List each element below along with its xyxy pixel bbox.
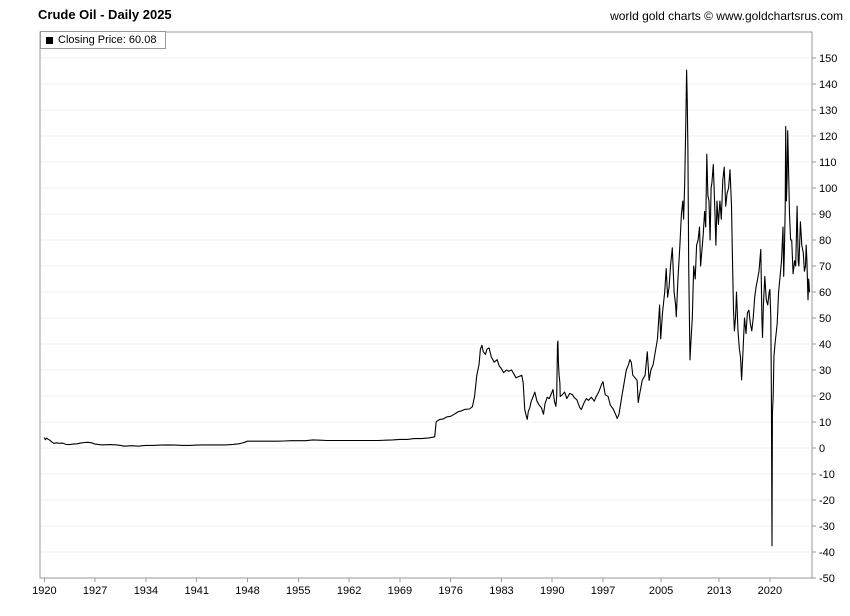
y-tick-label: -20 — [819, 495, 835, 507]
x-tick-label: 2005 — [649, 585, 673, 597]
y-tick-label: 150 — [819, 53, 837, 65]
price-line — [43, 69, 811, 547]
x-tick-label: 1927 — [83, 585, 107, 597]
y-tick-label: 30 — [819, 365, 831, 377]
x-tick-label: 2013 — [707, 585, 731, 597]
y-tick-label: 0 — [819, 443, 825, 455]
y-tick-label: 140 — [819, 79, 837, 91]
legend-marker-icon — [46, 36, 53, 44]
copyright-text: world gold charts © www.goldchartsrus.co… — [610, 9, 843, 23]
x-tick-label: 1955 — [286, 585, 310, 597]
x-tick-label: 1997 — [591, 585, 615, 597]
y-tick-label: 130 — [819, 105, 837, 117]
x-tick-label: 2020 — [758, 585, 782, 597]
y-tick-label: -40 — [819, 547, 835, 559]
legend-label: Closing Price: 60.08 — [58, 34, 157, 46]
y-tick-label: 10 — [819, 417, 831, 429]
y-tick-label: 110 — [819, 157, 837, 169]
y-tick-label: 70 — [819, 261, 831, 273]
y-axis: 1501401301201101009080706050403020100-10… — [812, 53, 837, 585]
y-tick-label: -30 — [819, 521, 835, 533]
x-tick-label: 1976 — [438, 585, 462, 597]
x-tick-label: 1948 — [235, 585, 259, 597]
y-tick-label: -10 — [819, 469, 835, 481]
y-tick-label: 100 — [819, 183, 837, 195]
x-tick-label: 1941 — [184, 585, 208, 597]
y-tick-label: 120 — [819, 131, 837, 143]
y-tick-label: 40 — [819, 339, 831, 351]
y-tick-label: 50 — [819, 313, 831, 325]
x-tick-label: 1962 — [337, 585, 361, 597]
x-tick-label: 1934 — [134, 585, 158, 597]
x-tick-label: 1990 — [540, 585, 564, 597]
gridlines — [41, 57, 811, 579]
plot-border — [39, 31, 813, 579]
y-tick-label: 20 — [819, 391, 831, 403]
x-tick-label: 1969 — [388, 585, 412, 597]
legend: Closing Price: 60.08 — [40, 31, 167, 49]
chart-title: Crude Oil - Daily 2025 — [38, 7, 172, 22]
x-tick-label: 1920 — [32, 585, 56, 597]
y-tick-label: -50 — [819, 573, 835, 585]
y-tick-label: 60 — [819, 287, 831, 299]
y-tick-label: 80 — [819, 235, 831, 247]
x-tick-label: 1983 — [489, 585, 513, 597]
y-tick-label: 90 — [819, 209, 831, 221]
x-axis: 1920 1927 1934 1941 1948 1955 1962 1969 1976 1983… — [32, 578, 782, 597]
